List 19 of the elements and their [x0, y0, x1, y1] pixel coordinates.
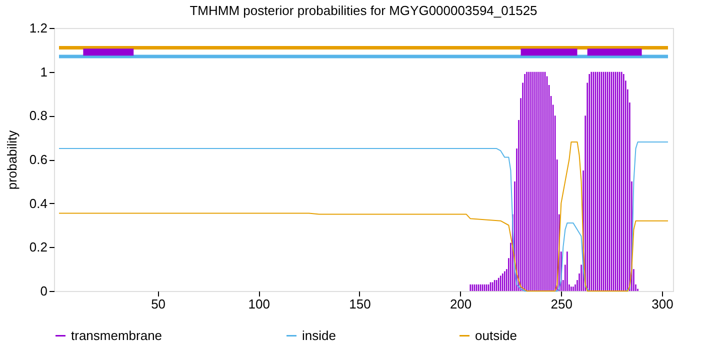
chart-title: TMHMM posterior probabilities for MGYG000003594_01525 [190, 3, 538, 18]
legend-label: transmembrane [71, 328, 162, 343]
line-series [58, 141, 668, 292]
x-tick-label: 100 [248, 296, 270, 312]
y-tick-label: 0.8 [29, 108, 48, 124]
x-tick-label: 50 [151, 296, 166, 312]
legend-label: inside [302, 328, 336, 343]
y-tick-label: 0.6 [29, 152, 48, 167]
legend-label: outside [475, 328, 517, 343]
x-tick-label: 300 [652, 296, 674, 312]
x-tick-label: 200 [450, 296, 472, 312]
x-tick-label: 250 [550, 296, 572, 312]
y-tick-label: 0 [40, 284, 48, 298]
x-tick-label: 150 [349, 296, 371, 312]
y-axis-title: probability [4, 130, 20, 190]
y-tick-label: 0.4 [29, 196, 48, 211]
y-tick-label: 1 [40, 64, 48, 80]
y-tick-label: 1.2 [29, 20, 48, 36]
y-tick-label: 0.2 [29, 240, 48, 255]
